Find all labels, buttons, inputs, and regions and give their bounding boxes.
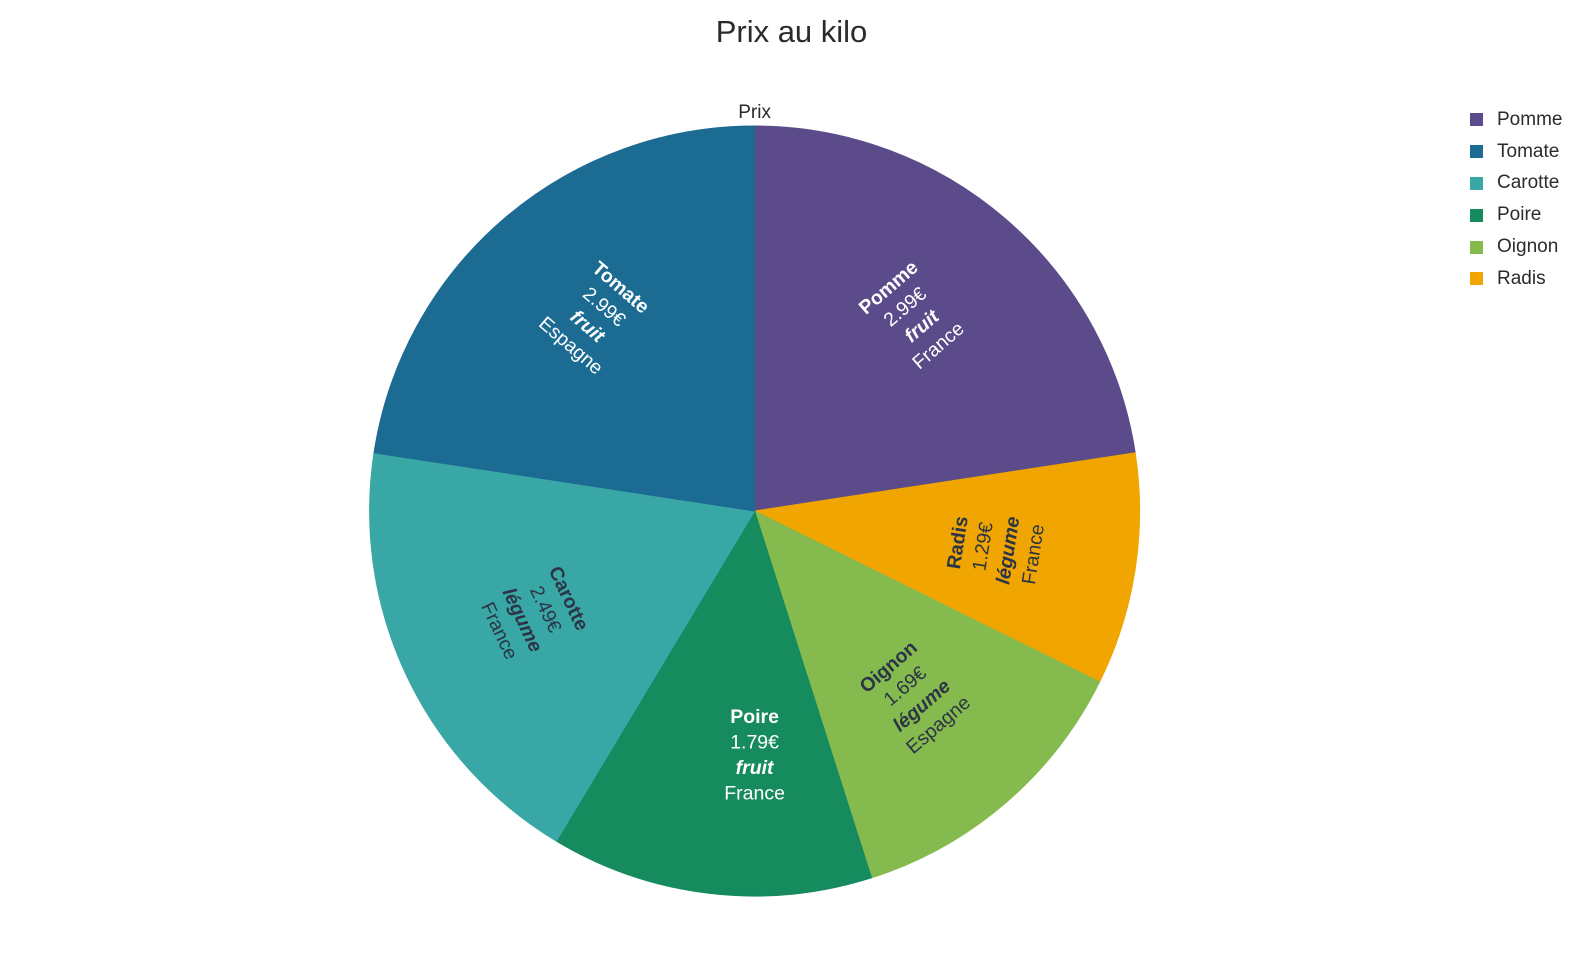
svg-text:Prix: Prix xyxy=(738,102,771,123)
